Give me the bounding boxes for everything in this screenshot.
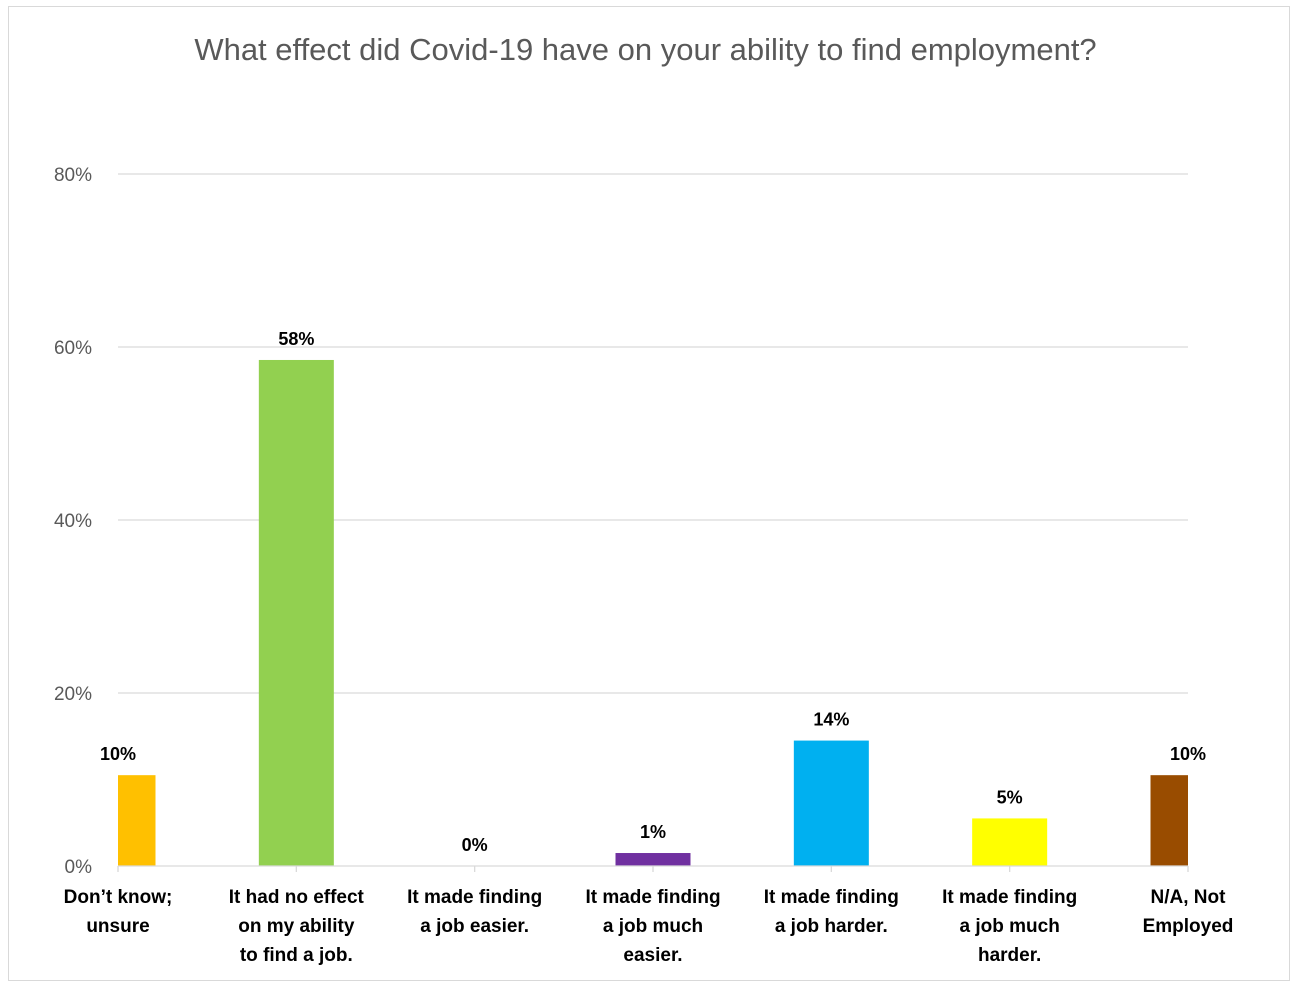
bar	[972, 818, 1048, 866]
data-label: 1%	[640, 822, 666, 842]
x-category-label-line: Employed	[1143, 916, 1234, 937]
bar	[793, 740, 869, 866]
data-labels: 10% 58% 0% 1% 14% 5% 10%	[100, 329, 1206, 855]
x-category-label-line: a job much	[603, 916, 703, 937]
y-tick-label: 40%	[54, 511, 92, 532]
data-label: 14%	[813, 710, 849, 730]
data-label: 58%	[278, 329, 314, 349]
y-tick-label: 80%	[54, 165, 92, 186]
bar	[1150, 775, 1188, 866]
data-label: 10%	[1170, 744, 1206, 764]
x-category-label-line: It made finding	[942, 887, 1077, 908]
x-category-label-line: It had no effect	[229, 887, 365, 908]
x-category-label: It made finding a job easier.	[407, 887, 542, 937]
y-tick-label: 20%	[54, 684, 92, 705]
x-category-label-line: It made finding	[585, 887, 720, 908]
chart-title: What effect did Covid-19 have on your ab…	[194, 32, 1097, 67]
bar	[118, 775, 156, 866]
data-label: 0%	[462, 835, 488, 855]
x-axis	[117, 865, 1189, 872]
chart-frame	[8, 6, 1290, 981]
x-category-label: It made finding a job much harder.	[942, 887, 1077, 966]
x-category-label: It made finding a job harder.	[764, 887, 899, 937]
x-axis-category-labels: Don’t know; unsure It had no effect on my a…	[64, 887, 1234, 966]
x-category-label-line: a job harder.	[775, 916, 888, 937]
x-category-label: It had no effect on my ability to find a j…	[229, 887, 365, 966]
bar	[615, 853, 691, 866]
x-category-label-line: easier.	[623, 945, 682, 966]
x-category-label-line: to find a job.	[240, 945, 353, 966]
x-category-label-line: It made finding	[407, 887, 542, 908]
x-category-label-line: a job easier.	[420, 916, 529, 937]
bar	[258, 359, 334, 866]
y-tick-label: 60%	[54, 338, 92, 359]
data-label: 5%	[997, 787, 1023, 807]
x-category-label: N/A, Not Employed	[1143, 887, 1234, 937]
y-tick-label: 0%	[65, 857, 93, 878]
data-label: 10%	[100, 744, 136, 764]
x-category-label-line: N/A, Not	[1151, 887, 1227, 908]
y-axis-tick-labels: 0% 20% 40% 60% 80%	[54, 165, 92, 878]
x-category-label-line: a job much	[960, 916, 1060, 937]
x-category-label-line: It made finding	[764, 887, 899, 908]
x-category-label-line: Don’t know;	[64, 887, 173, 908]
x-category-label-line: harder.	[978, 945, 1041, 966]
x-category-label: Don’t know; unsure	[64, 887, 173, 937]
bars	[118, 359, 1188, 866]
x-category-label: It made finding a job much easier.	[585, 887, 720, 966]
x-category-label-line: on my ability	[238, 916, 355, 937]
x-category-label-line: unsure	[86, 916, 149, 937]
